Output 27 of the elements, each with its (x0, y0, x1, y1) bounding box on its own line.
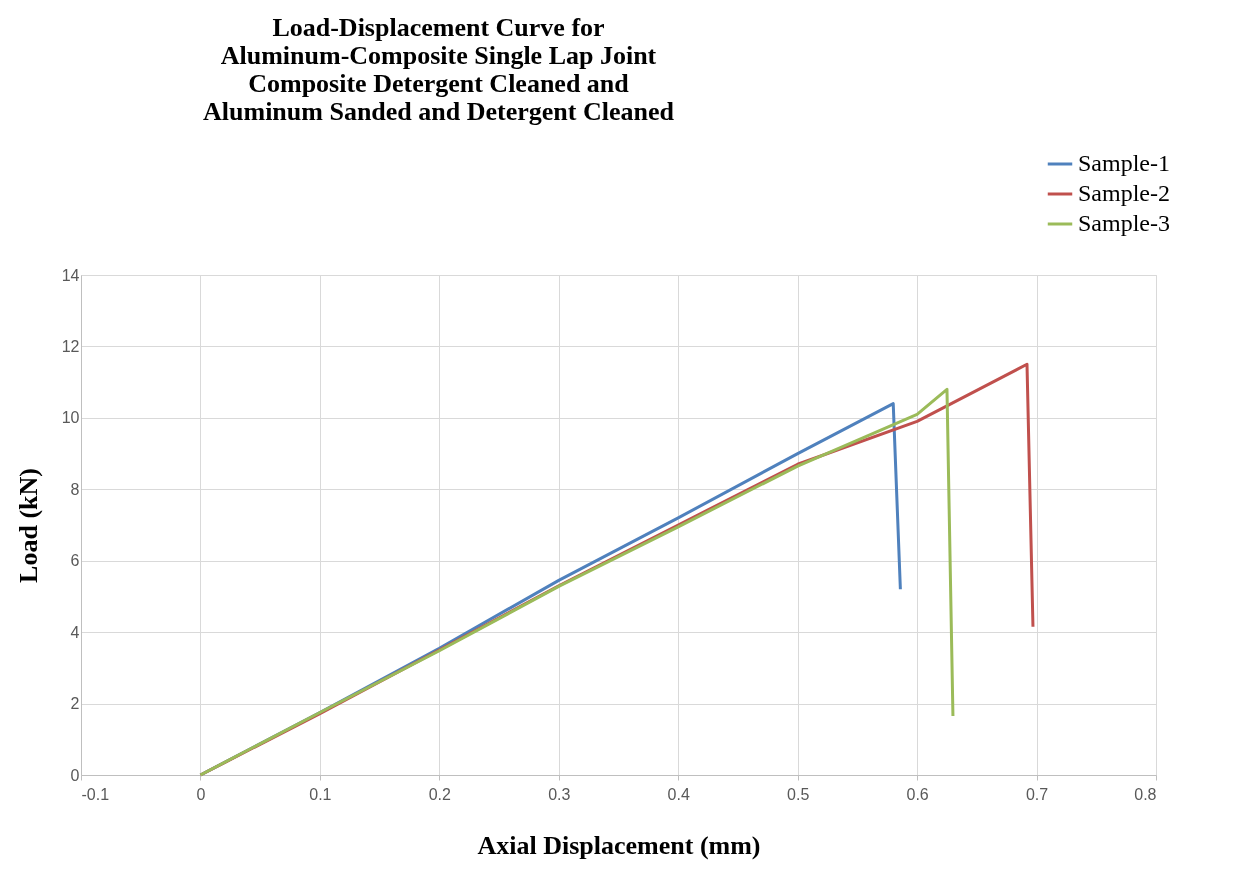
x-tick-label: 0.5 (787, 785, 810, 803)
legend-label: Sample-1 (1078, 150, 1170, 176)
y-axis-title: Load (kN) (13, 468, 43, 583)
x-tick-label: 0.2 (428, 785, 452, 803)
x-tick-label: 0.7 (1025, 785, 1049, 803)
text: Aluminum Sanded and Detergent Cleaned (203, 97, 674, 126)
text: Composite Detergent Cleaned and (248, 69, 629, 98)
x-tick-label: 0.8 (1134, 785, 1157, 803)
x-tick-label: 0.1 (309, 785, 332, 803)
y-tick-label: 12 (61, 337, 80, 355)
text: Load-Displacement Curve for (272, 13, 605, 42)
legend-label: Sample-3 (1078, 210, 1170, 236)
text: Aluminum-Composite Single Lap Joint (220, 41, 657, 70)
y-tick-label: 10 (61, 409, 80, 427)
x-tick-label: 0.4 (667, 785, 690, 803)
y-tick-label: 2 (70, 695, 80, 713)
y-tick-label: 6 (70, 552, 80, 570)
x-tick-label: -0.1 (81, 785, 110, 803)
x-tick-label: 0.3 (548, 785, 571, 803)
y-tick-label: 0 (70, 766, 80, 784)
y-tick-label: 14 (61, 266, 80, 284)
y-tick-label: 4 (70, 623, 80, 641)
x-axis-title: Axial Displacement (mm) (477, 830, 761, 860)
x-tick-label: 0.6 (906, 785, 929, 803)
legend-label: Sample-2 (1078, 180, 1170, 206)
y-tick-label: 8 (70, 480, 80, 498)
x-tick-label: 0 (196, 785, 206, 803)
